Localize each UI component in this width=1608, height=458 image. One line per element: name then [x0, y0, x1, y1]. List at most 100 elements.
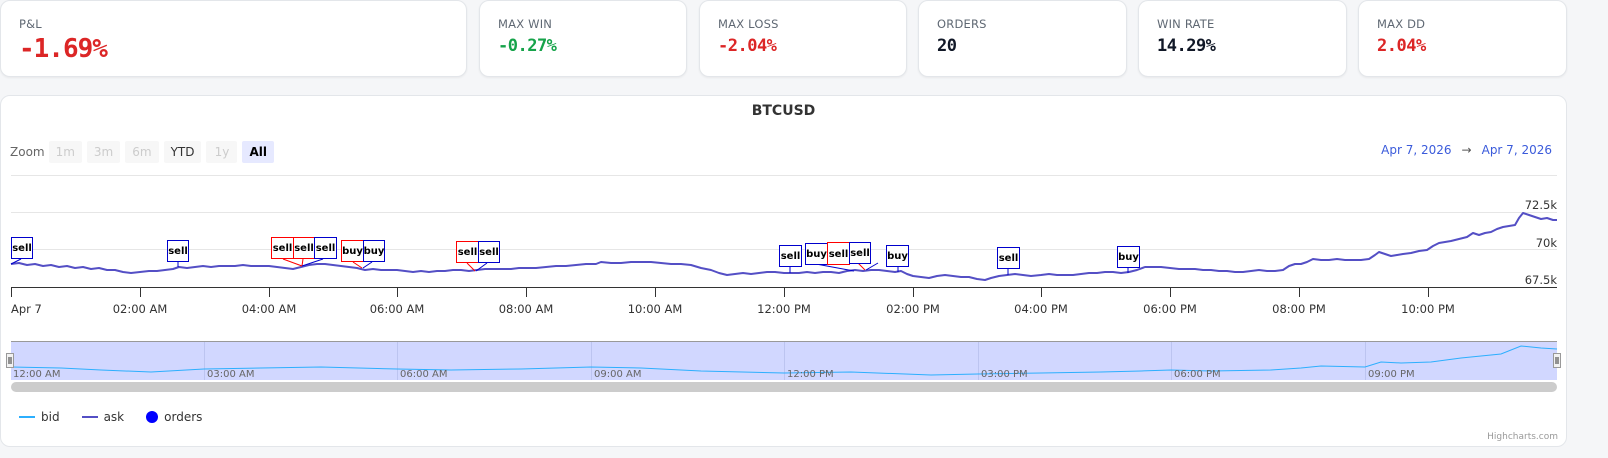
flag-sell[interactable]: sell — [301, 237, 337, 267]
stat-value: 14.29% — [1157, 36, 1216, 56]
arrow-right-icon: → — [1461, 143, 1472, 157]
svg-text:10:00 AM: 10:00 AM — [628, 302, 683, 316]
flag-buy[interactable]: buy — [1117, 246, 1140, 274]
svg-text:sell: sell — [458, 247, 478, 258]
svg-text:67.5k: 67.5k — [1525, 273, 1558, 287]
svg-text:02:00 PM: 02:00 PM — [886, 302, 940, 316]
svg-text:08:00 AM: 08:00 AM — [499, 302, 554, 316]
svg-text:sell: sell — [168, 246, 188, 257]
stat-label: P&L — [19, 17, 42, 31]
svg-text:06:00 AM: 06:00 AM — [370, 302, 425, 316]
legend-label: bid — [41, 410, 60, 424]
svg-text:sell: sell — [12, 243, 32, 254]
flag-sell[interactable]: sell — [293, 237, 315, 267]
svg-text:70k: 70k — [1536, 236, 1558, 250]
flag-sell[interactable]: sell — [456, 241, 479, 272]
svg-text:sell: sell — [294, 243, 314, 254]
stat-card-win-rate: WIN RATE 14.29% — [1138, 0, 1347, 77]
legend-item-orders[interactable]: orders — [146, 410, 202, 424]
x-axis-labels: Apr 7 02:00 AM 04:00 AM 06:00 AM 08:00 A… — [11, 302, 1455, 316]
svg-text:buy: buy — [806, 249, 827, 260]
svg-text:06:00 PM: 06:00 PM — [1143, 302, 1197, 316]
flag-sell[interactable]: sell — [167, 240, 189, 268]
x-axis-ticks — [11, 287, 1429, 297]
zoom-label: Zoom — [10, 145, 45, 159]
svg-text:sell: sell — [781, 251, 801, 262]
navigator[interactable]: 12:00 AM 03:00 AM 06:00 AM 09:00 AM 12:0… — [6, 341, 1561, 381]
grid-lines — [11, 175, 1557, 250]
svg-text:72.5k: 72.5k — [1525, 198, 1558, 212]
credits-link[interactable]: Highcharts.com — [1487, 432, 1558, 442]
stat-label: MAX WIN — [498, 17, 553, 31]
stat-label: ORDERS — [937, 17, 987, 31]
svg-text:sell: sell — [316, 243, 336, 254]
svg-text:03:00 PM: 03:00 PM — [981, 369, 1028, 380]
legend-label: orders — [164, 410, 203, 424]
svg-text:sell: sell — [479, 247, 499, 258]
range-from-input[interactable]: Apr 7, 2026 — [1381, 143, 1452, 157]
chart-legend: bid ask orders — [19, 410, 202, 424]
stat-value: -1.69% — [19, 34, 108, 64]
svg-text:sell: sell — [850, 248, 870, 259]
flag-sell[interactable]: sell — [475, 241, 500, 272]
flag-sell[interactable]: sell — [271, 237, 303, 267]
flag-sell[interactable]: sell — [827, 242, 866, 271]
legend-item-ask[interactable]: ask — [81, 410, 125, 424]
stat-card-orders: ORDERS 20 — [918, 0, 1127, 77]
stat-value: 2.04% — [1377, 36, 1426, 56]
zoom-3m-button[interactable]: 3m — [86, 141, 121, 163]
svg-text:10:00 PM: 10:00 PM — [1401, 302, 1455, 316]
chart-title: BTCUSD — [751, 103, 816, 119]
order-flags: sell sell sell sell sell — [10, 237, 1140, 276]
stat-card-max-loss: MAX LOSS -2.04% — [699, 0, 907, 77]
stat-value: 20 — [937, 36, 957, 56]
price-chart[interactable]: Apr 7 02:00 AM 04:00 AM 06:00 AM 08:00 A… — [1, 96, 1568, 448]
stat-label: MAX DD — [1377, 17, 1426, 31]
svg-text:sell: sell — [829, 249, 849, 260]
circle-icon — [146, 411, 159, 423]
stat-card-pnl: P&L -1.69% — [0, 0, 467, 77]
stat-value: -2.04% — [718, 36, 777, 56]
zoom-6m-button[interactable]: 6m — [125, 141, 159, 163]
navigator-handle-right[interactable] — [1553, 353, 1561, 368]
flag-sell[interactable]: sell — [997, 247, 1020, 276]
scrollbar[interactable] — [11, 382, 1557, 392]
svg-text:Apr 7: Apr 7 — [11, 302, 42, 316]
flag-sell[interactable]: sell — [849, 242, 879, 271]
range-to-input[interactable]: Apr 7, 2026 — [1481, 143, 1552, 157]
line-icon — [19, 416, 35, 418]
stat-card-max-win: MAX WIN -0.27% — [479, 0, 687, 77]
flag-buy[interactable]: buy — [362, 240, 385, 269]
zoom-ytd-button[interactable]: YTD — [163, 141, 202, 163]
svg-text:buy: buy — [1118, 252, 1139, 263]
y-axis-labels: 72.5k 70k 67.5k — [1525, 198, 1558, 287]
legend-label: ask — [103, 410, 125, 424]
svg-text:buy: buy — [887, 251, 908, 262]
svg-text:sell: sell — [273, 243, 293, 254]
ask-series-line[interactable] — [10, 212, 1557, 281]
flag-sell[interactable]: sell — [779, 245, 802, 274]
svg-text:03:00 AM: 03:00 AM — [207, 369, 254, 380]
zoom-1m-button[interactable]: 1m — [48, 141, 82, 163]
svg-text:04:00 AM: 04:00 AM — [242, 302, 297, 316]
svg-text:09:00 PM: 09:00 PM — [1368, 369, 1415, 380]
date-range: Apr 7, 2026 → Apr 7, 2026 — [1381, 143, 1552, 157]
legend-item-bid[interactable]: bid — [19, 410, 60, 424]
flag-sell[interactable]: sell — [10, 237, 33, 265]
flag-buy[interactable]: buy — [805, 243, 855, 272]
svg-text:12:00 PM: 12:00 PM — [757, 302, 811, 316]
navigator-handle-left[interactable] — [6, 353, 14, 368]
range-selector: Zoom 1m 3m 6m YTD 1y All — [10, 141, 279, 163]
stat-label: WIN RATE — [1157, 17, 1215, 31]
svg-text:06:00 AM: 06:00 AM — [400, 369, 447, 380]
zoom-1y-button[interactable]: 1y — [206, 141, 238, 163]
navigator-bid-line — [10, 345, 1558, 376]
svg-text:buy: buy — [364, 246, 385, 257]
svg-text:09:00 AM: 09:00 AM — [594, 369, 641, 380]
flag-buy[interactable]: buy — [341, 240, 364, 269]
flag-buy[interactable]: buy — [886, 245, 909, 273]
zoom-all-button[interactable]: All — [242, 141, 274, 163]
stat-value: -0.27% — [498, 36, 557, 56]
svg-text:02:00 AM: 02:00 AM — [113, 302, 168, 316]
line-icon — [81, 416, 98, 418]
